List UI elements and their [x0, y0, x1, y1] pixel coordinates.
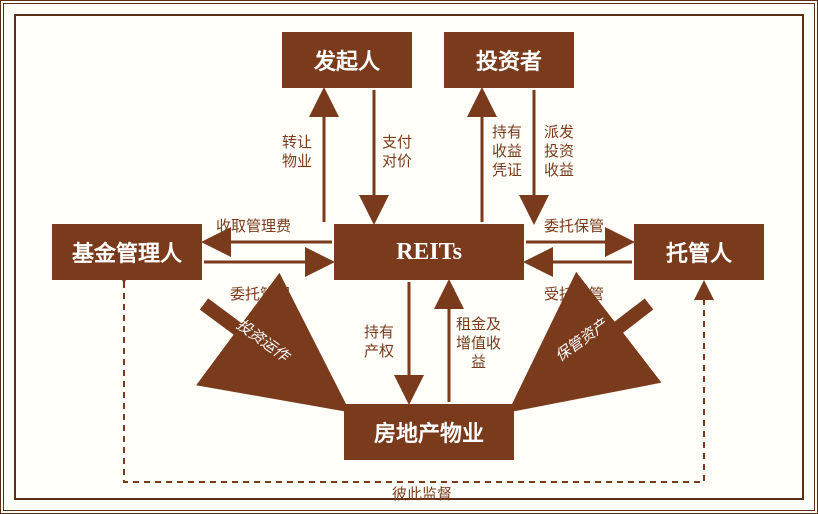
node-sponsor: 发起人 [282, 32, 412, 88]
node-trustee-label: 托管人 [666, 236, 732, 268]
node-manager: 基金管理人 [52, 224, 202, 280]
label-transfer-property: 转让 物业 [282, 134, 312, 172]
label-accept-custody: 受托保管 [544, 286, 604, 305]
label-rent-income: 租金及 增值收 益 [456, 316, 501, 372]
node-property: 房地产物业 [344, 404, 514, 460]
diagram-frame: 发起人 投资者 基金管理人 REITs 托管人 房地产物业 转让 物业 支付 对… [0, 0, 818, 514]
label-mgmt-fee: 收取管理费 [216, 218, 291, 237]
label-pay-price: 支付 对价 [382, 134, 412, 172]
label-supervise: 彼此监督 [392, 486, 452, 505]
label-hold-title: 持有 产权 [364, 324, 394, 362]
node-sponsor-label: 发起人 [314, 44, 380, 76]
node-reits: REITs [334, 224, 524, 280]
label-hold-cert: 持有 收益 凭证 [492, 124, 522, 180]
label-delegate-mgmt: 委托管理 [230, 286, 290, 305]
node-manager-label: 基金管理人 [72, 236, 182, 268]
node-investor: 投资者 [444, 32, 574, 88]
node-reits-label: REITs [396, 239, 462, 266]
node-trustee: 托管人 [634, 224, 764, 280]
label-delegate-custody: 委托保管 [544, 218, 604, 237]
label-distribute: 派发 投资 收益 [544, 124, 574, 180]
node-investor-label: 投资者 [476, 44, 542, 76]
node-property-label: 房地产物业 [374, 416, 484, 448]
